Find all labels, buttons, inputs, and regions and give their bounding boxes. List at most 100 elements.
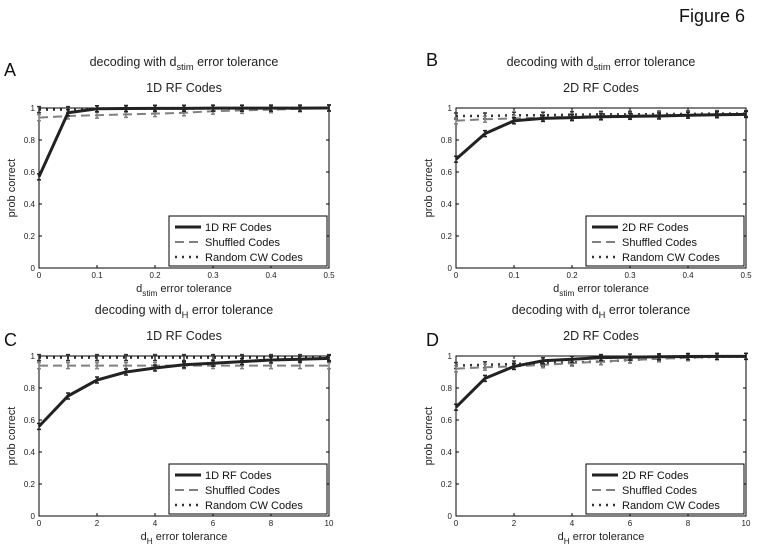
y-tick-label: 0.4: [24, 448, 36, 457]
y-tick-label: 1: [448, 352, 453, 361]
x-tick-label: 10: [325, 519, 334, 528]
y-tick-label: 0: [448, 512, 453, 521]
plot-area: [455, 107, 747, 269]
x-axis-label: dH error tolerance: [558, 531, 645, 546]
y-tick-label: 1: [448, 104, 453, 113]
legend-entry: Random CW Codes: [205, 500, 303, 512]
x-axis-label-post: error tolerance: [153, 531, 228, 543]
x-axis-label: dstim error tolerance: [136, 283, 232, 298]
legend-entry: 2D RF Codes: [622, 470, 689, 482]
x-axis-label-pre: d: [136, 283, 142, 295]
x-axis-label: dH error tolerance: [141, 531, 228, 546]
x-tick-label: 8: [686, 519, 691, 528]
series-line-1: [455, 112, 747, 161]
y-tick-label: 0: [31, 512, 36, 521]
y-tick-label: 0.6: [441, 168, 453, 177]
chart-title: decoding with dH error tolerance: [95, 303, 273, 320]
panel-letter: D: [426, 330, 439, 350]
legend-entry: 1D RF Codes: [205, 222, 272, 234]
x-tick-label: 0.4: [682, 271, 694, 280]
y-tick-label: 0.8: [441, 136, 453, 145]
legend-entry: 1D RF Codes: [205, 470, 272, 482]
x-axis-label: dstim error tolerance: [553, 283, 649, 298]
y-tick-label: 1: [31, 352, 36, 361]
y-tick-label: 1: [31, 104, 36, 113]
x-tick-label: 0.1: [91, 271, 103, 280]
y-tick-label: 0.8: [24, 384, 36, 393]
x-tick-label: 0: [454, 271, 459, 280]
legend-entry: Random CW Codes: [205, 252, 303, 264]
legend-entry: Random CW Codes: [622, 252, 720, 264]
chart-title: decoding with dstim error tolerance: [90, 55, 279, 72]
chart-title-sub: H: [599, 310, 606, 320]
x-tick-label: 4: [570, 519, 575, 528]
legend: [168, 215, 328, 267]
x-axis-label-sub: H: [147, 537, 153, 546]
panel-letter: C: [4, 330, 17, 350]
chart-title-post: error tolerance: [605, 303, 690, 317]
legend-entry: Shuffled Codes: [205, 485, 281, 497]
chart-subtitle: 2D RF Codes: [563, 81, 639, 95]
chart-title-pre: decoding with d: [90, 55, 177, 69]
y-tick-label: 0.4: [441, 200, 453, 209]
chart-title-pre: decoding with d: [95, 303, 182, 317]
y-tick-label: 0.8: [24, 136, 36, 145]
x-tick-label: 2: [512, 519, 517, 528]
chart-title-post: error tolerance: [188, 303, 273, 317]
legend-entry: Shuffled Codes: [622, 485, 698, 497]
y-axis-label: prob correct: [423, 159, 435, 218]
chart-title-sub: stim: [593, 62, 610, 72]
y-tick-label: 0.8: [441, 384, 453, 393]
chart-title-pre: decoding with d: [507, 55, 594, 69]
x-tick-label: 0: [37, 271, 42, 280]
chart-subtitle: 1D RF Codes: [146, 329, 222, 343]
series-line-1: [37, 106, 330, 178]
chart-title-sub: stim: [176, 62, 193, 72]
y-axis-label: prob correct: [6, 159, 18, 218]
x-tick-label: 0.5: [323, 271, 335, 280]
y-tick-label: 0.6: [24, 416, 36, 425]
x-tick-label: 0.2: [149, 271, 161, 280]
y-axis-label: prob correct: [6, 407, 18, 466]
y-tick-label: 0: [31, 264, 36, 273]
x-tick-label: 2: [95, 519, 100, 528]
x-axis-label-sub: H: [564, 537, 570, 546]
x-axis-label-pre: d: [558, 531, 564, 543]
x-tick-label: 4: [153, 519, 158, 528]
x-tick-label: 6: [211, 519, 216, 528]
legend-entry: Random CW Codes: [622, 500, 720, 512]
y-tick-label: 0: [448, 264, 453, 273]
chart-subtitle: 2D RF Codes: [563, 329, 639, 343]
legend-entry: 2D RF Codes: [622, 222, 689, 234]
legend-entry: Shuffled Codes: [622, 237, 698, 249]
y-tick-label: 0.4: [441, 448, 453, 457]
chart-title-post: error tolerance: [611, 55, 696, 69]
x-tick-label: 10: [742, 519, 751, 528]
x-tick-label: 6: [628, 519, 633, 528]
panel-letter: A: [4, 60, 16, 80]
chart-title: decoding with dstim error tolerance: [507, 55, 696, 72]
x-tick-label: 0: [454, 519, 459, 528]
y-tick-label: 0.6: [24, 168, 36, 177]
figure-title: Figure 6: [679, 6, 745, 26]
y-tick-label: 0.6: [441, 416, 453, 425]
x-axis-label-sub: stim: [559, 289, 574, 298]
y-tick-label: 0.4: [24, 200, 36, 209]
panel-letter: B: [426, 50, 438, 70]
x-tick-label: 0.3: [207, 271, 219, 280]
x-axis-label-post: error tolerance: [157, 283, 232, 295]
legend-entry: Shuffled Codes: [205, 237, 281, 249]
chart-subtitle: 1D RF Codes: [146, 81, 222, 95]
chart-title-post: error tolerance: [194, 55, 279, 69]
x-axis-label-pre: d: [141, 531, 147, 543]
x-tick-label: 0: [37, 519, 42, 528]
chart-title: decoding with dH error tolerance: [512, 303, 690, 320]
x-tick-label: 8: [269, 519, 274, 528]
x-axis-label-post: error tolerance: [570, 531, 645, 543]
y-tick-label: 0.2: [441, 480, 453, 489]
